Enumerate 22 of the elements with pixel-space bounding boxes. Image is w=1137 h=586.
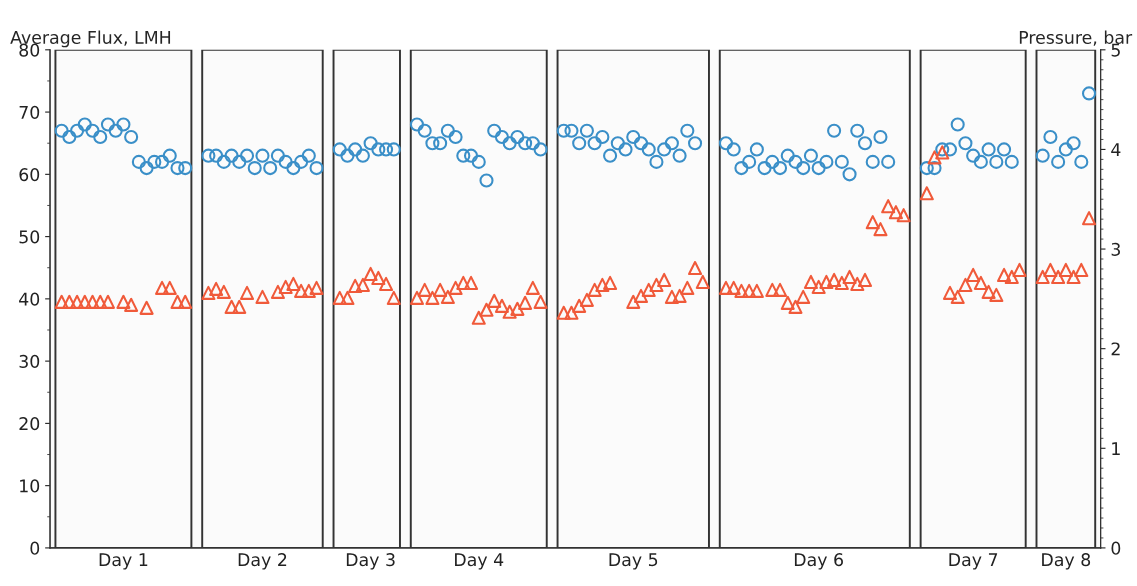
x-tick-label: Day 3 (346, 553, 395, 570)
y-tick-label: 40 (19, 292, 40, 306)
y-tick-label: 30 (19, 354, 40, 368)
y-tick-label: 10 (20, 479, 40, 493)
x-tick-label: Day 6 (794, 553, 843, 570)
x-tick-label: Day 2 (238, 553, 287, 570)
y2-tick-label: 5 (1111, 43, 1120, 57)
y2-tick-label: 4 (1111, 143, 1121, 157)
x-tick-label: Day 5 (609, 553, 658, 570)
x-tick-label: Day 1 (99, 553, 148, 570)
y-tick-label: 60 (19, 168, 40, 182)
y-tick-label: 0 (30, 541, 40, 555)
y2-tick-label: 1 (1112, 442, 1120, 455)
x-tick-label: Day 4 (455, 553, 504, 570)
y-tick-label: 50 (19, 230, 40, 244)
x-tick-label: Day 8 (1042, 553, 1091, 570)
y2-tick-label: 2 (1111, 342, 1120, 356)
y-tick-label: 20 (19, 417, 40, 431)
y-tick-label: 70 (19, 105, 40, 119)
x-tick-label: Day 7 (949, 553, 998, 570)
y2-tick-label: 3 (1111, 242, 1120, 256)
y2-tick-label: 0 (1111, 541, 1121, 555)
